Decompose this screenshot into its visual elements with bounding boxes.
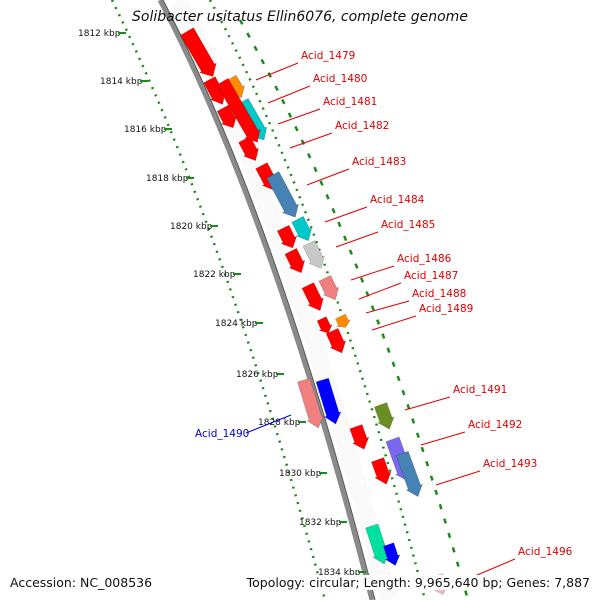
gene-label[interactable]: Acid_1490	[195, 428, 249, 440]
gene-label[interactable]: Acid_1486	[397, 253, 452, 265]
gene-leader-line	[245, 414, 292, 434]
gene-label[interactable]: Acid_1479	[301, 50, 355, 62]
gene-arrow-acid-1487[interactable]	[301, 282, 324, 312]
kbp-label: 1824 kbp	[215, 319, 258, 329]
gene-arrow-acid-1479[interactable]	[180, 27, 217, 77]
gene-arrow[interactable]	[238, 135, 260, 162]
gene-label[interactable]: Acid_1480	[313, 73, 367, 85]
gene-label[interactable]: Acid_1483	[352, 156, 406, 168]
gene-label[interactable]: Acid_1482	[335, 120, 389, 132]
kbp-label: 1828 kbp	[258, 418, 301, 428]
gene-arrow-acid-1486[interactable]	[318, 274, 340, 301]
gene-leader-line	[335, 231, 379, 248]
gene-leader-line	[435, 470, 481, 486]
gene-leader-line	[255, 62, 299, 81]
gene-arrow-acid-1493[interactable]	[395, 450, 423, 498]
kbp-label: 1820 kbp	[170, 222, 213, 232]
gene-label[interactable]: Acid_1485	[381, 219, 435, 231]
gene-leader-line	[404, 396, 451, 411]
gene-label[interactable]: Acid_1492	[468, 419, 522, 431]
gene-arrow[interactable]	[383, 542, 401, 566]
gene-arrow-acid-1484[interactable]	[291, 215, 313, 242]
gene-label[interactable]: Acid_1484	[370, 194, 425, 206]
kbp-label: 1814 kbp	[100, 77, 143, 87]
page-title: Solibacter usitatus Ellin6076, complete …	[132, 9, 468, 25]
topology-text: Topology: circular; Length: 9,965,640 bp…	[246, 575, 590, 590]
kbp-label: 1832 kbp	[299, 518, 342, 528]
gene-leader-line	[350, 265, 395, 281]
kbp-label: 1812 kbp	[78, 29, 121, 39]
genome-backbone	[157, 0, 375, 600]
gene-leader-line	[469, 558, 516, 579]
gene-leader-line	[371, 315, 417, 331]
gene-arrow[interactable]	[216, 104, 237, 129]
gene-arrow[interactable]	[315, 377, 342, 425]
kbp-label: 1816 kbp	[124, 125, 167, 135]
far-tick-track	[238, 19, 470, 600]
gene-leader-line	[267, 85, 311, 104]
gene-arrow[interactable]	[371, 457, 392, 485]
kbp-label: 1826 kbp	[236, 370, 279, 380]
gene-arrow[interactable]	[325, 328, 347, 354]
gene-leader-line	[277, 108, 321, 125]
gene-arrow[interactable]	[276, 224, 298, 249]
kbp-label: 1830 kbp	[279, 469, 322, 479]
gene-arrow-acid-1482[interactable]	[216, 77, 261, 143]
gene-arrow-acid-1490[interactable]	[297, 377, 325, 429]
gene-arrow-acid-1488[interactable]	[316, 316, 333, 334]
gene-arrow-acid-1489[interactable]	[335, 313, 352, 328]
genome-backbone-shadow	[162, 0, 376, 600]
gene-label[interactable]: Acid_1493	[483, 458, 537, 470]
gene-label[interactable]: Acid_1491	[453, 384, 507, 396]
gene-label[interactable]: Acid_1481	[323, 96, 377, 108]
gene-label[interactable]: Acid_1496	[518, 546, 573, 558]
gene-leader-line	[306, 168, 350, 186]
gene-label[interactable]: Acid_1487	[404, 270, 458, 282]
gene-leader-line	[289, 132, 333, 149]
accession-text: Accession: NC_008536	[10, 575, 153, 590]
gene-arrow-acid-1483[interactable]	[266, 171, 299, 218]
gene-label[interactable]: Acid_1488	[412, 288, 466, 300]
gene-leader-line	[365, 300, 410, 314]
gene-label[interactable]: Acid_1489	[419, 303, 473, 315]
gene-arrow[interactable]	[284, 247, 306, 274]
gene-arrow-acid-1485[interactable]	[302, 240, 325, 270]
kbp-label: 1818 kbp	[146, 174, 189, 184]
gene-arrow-acid-1491[interactable]	[374, 402, 395, 430]
gene-leader-line	[324, 206, 368, 223]
kbp-label: 1822 kbp	[193, 270, 236, 280]
kbp-label: 1834 kbp	[318, 568, 361, 578]
outer-tick-track	[208, 0, 427, 600]
gene-arrow[interactable]	[349, 424, 370, 450]
gene-leader-line	[420, 431, 466, 446]
gene-leader-line	[358, 282, 402, 300]
